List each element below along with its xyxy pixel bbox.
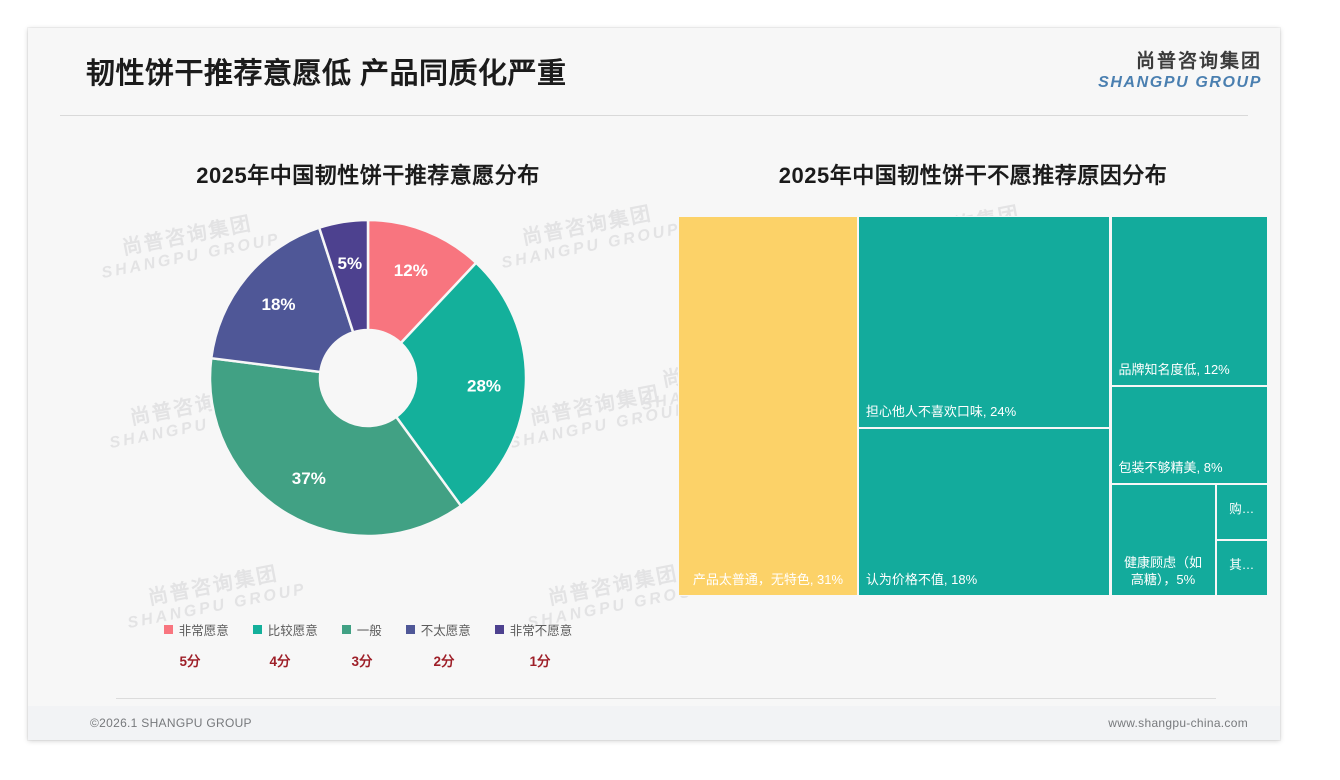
donut-legend: 非常愿意 比较愿意 一般 不太愿意 非常不愿意 <box>88 620 648 639</box>
treemap-chart-title: 2025年中国韧性饼干不愿推荐原因分布 <box>778 163 1168 188</box>
treemap-cell-label: 健康顾虑（如高糖），5% <box>1123 555 1202 587</box>
donut-chart: 12% 28% 37% 18% 5% <box>88 208 648 588</box>
page-title: 韧性饼干推荐意愿低 产品同质化严重 <box>86 58 567 90</box>
treemap-chart: 产品太普通，无特色, 31% 担心他人不喜欢口味, 24% 认为价格不值, 18% 品… <box>678 216 1268 596</box>
footer-website[interactable]: www.shangpu-china.com <box>1108 716 1248 730</box>
treemap-cell[interactable]: 产品太普通，无特色, 31% <box>678 216 858 596</box>
score-label: 3分 <box>351 654 373 669</box>
legend-label: 非常不愿意 <box>509 624 573 638</box>
treemap-cell-label: 其… <box>1229 558 1255 573</box>
donut-legend-item[interactable]: 比较愿意 <box>252 620 318 639</box>
treemap-cell[interactable]: 购… <box>1215 484 1268 541</box>
donut-value-labels: 12% 28% 37% 18% 5% <box>261 254 501 488</box>
score-label: 5分 <box>179 654 201 669</box>
treemap-cell-label: 包装不够精美, 8% <box>1118 459 1223 475</box>
legend-label: 比较愿意 <box>267 624 318 638</box>
slide-canvas: 尚普咨询集团 SHANGPU GROUP 尚普咨询集团 SHANGPU GROU… <box>28 28 1280 740</box>
footer-copyright: ©2026.1 SHANGPU GROUP <box>90 716 252 730</box>
donut-chart-title: 2025年中国韧性饼干推荐意愿分布 <box>196 163 540 188</box>
legend-swatch-icon <box>341 625 351 634</box>
donut-legend-item[interactable]: 非常愿意 <box>163 620 229 639</box>
donut-svg: 12% 28% 37% 18% 5% <box>208 218 528 538</box>
treemap-cell[interactable]: 健康顾虑（如高糖），5% <box>1110 484 1216 596</box>
legend-label: 一般 <box>356 624 382 638</box>
legend-swatch-icon <box>405 625 415 634</box>
brand-logo: 尚普咨询集团 SHANGPU GROUP <box>1098 46 1262 92</box>
slide-header: 韧性饼干推荐意愿低 产品同质化严重 尚普咨询集团 SHANGPU GROUP <box>28 28 1280 116</box>
score-label: 2分 <box>433 654 455 669</box>
legend-label: 非常愿意 <box>178 624 229 638</box>
treemap-cell[interactable]: 包装不够精美, 8% <box>1110 386 1268 485</box>
donut-slice-label: 18% <box>261 295 295 314</box>
donut-slice-label: 37% <box>292 469 326 488</box>
slide-footer: ©2026.1 SHANGPU GROUP www.shangpu-china.… <box>28 706 1280 740</box>
donut-hole <box>320 330 416 426</box>
logo-text-cn: 尚普咨询集团 <box>1135 51 1262 72</box>
logo-text-en: SHANGPU GROUP <box>1098 74 1262 91</box>
donut-legend-item[interactable]: 一般 <box>341 620 382 639</box>
treemap-cell[interactable]: 担心他人不喜欢口味, 24% <box>857 216 1111 428</box>
legend-label: 不太愿意 <box>420 624 471 638</box>
donut-slice-label: 12% <box>394 261 428 280</box>
donut-slices <box>208 218 528 538</box>
donut-legend-item[interactable]: 不太愿意 <box>405 620 471 639</box>
donut-chart-panel: 2025年中国韧性饼干推荐意愿分布 12% 28% 37% 18% 5% 非常愿意 比较愿… <box>88 158 648 698</box>
treemap-cell[interactable]: 其… <box>1215 540 1268 596</box>
donut-legend-item[interactable]: 非常不愿意 <box>494 620 573 639</box>
treemap-cell-label: 产品太普通，无特色, 31% <box>692 571 844 587</box>
treemap-chart-panel: 2025年中国韧性饼干不愿推荐原因分布 产品太普通，无特色, 31% 担心他人不喜… <box>678 158 1268 698</box>
treemap-cell-label: 担心他人不喜欢口味, 24% <box>865 403 1017 419</box>
treemap-cell[interactable]: 品牌知名度低, 12% <box>1110 216 1268 387</box>
donut-slice-label: 5% <box>338 254 363 273</box>
legend-swatch-icon <box>494 625 504 634</box>
legend-swatch-icon <box>163 625 173 634</box>
treemap-cell-label: 认为价格不值, 18% <box>865 571 978 587</box>
score-scale-row: 5分 4分 3分 2分 1分 <box>88 650 648 670</box>
legend-swatch-icon <box>252 625 262 634</box>
treemap-cell[interactable]: 认为价格不值, 18% <box>857 428 1111 596</box>
donut-slice-label: 28% <box>467 376 501 395</box>
score-label: 4分 <box>269 654 291 669</box>
treemap-cell-label: 购… <box>1229 502 1255 517</box>
treemap-cell-label: 品牌知名度低, 12% <box>1118 361 1230 377</box>
score-label: 1分 <box>529 654 551 669</box>
